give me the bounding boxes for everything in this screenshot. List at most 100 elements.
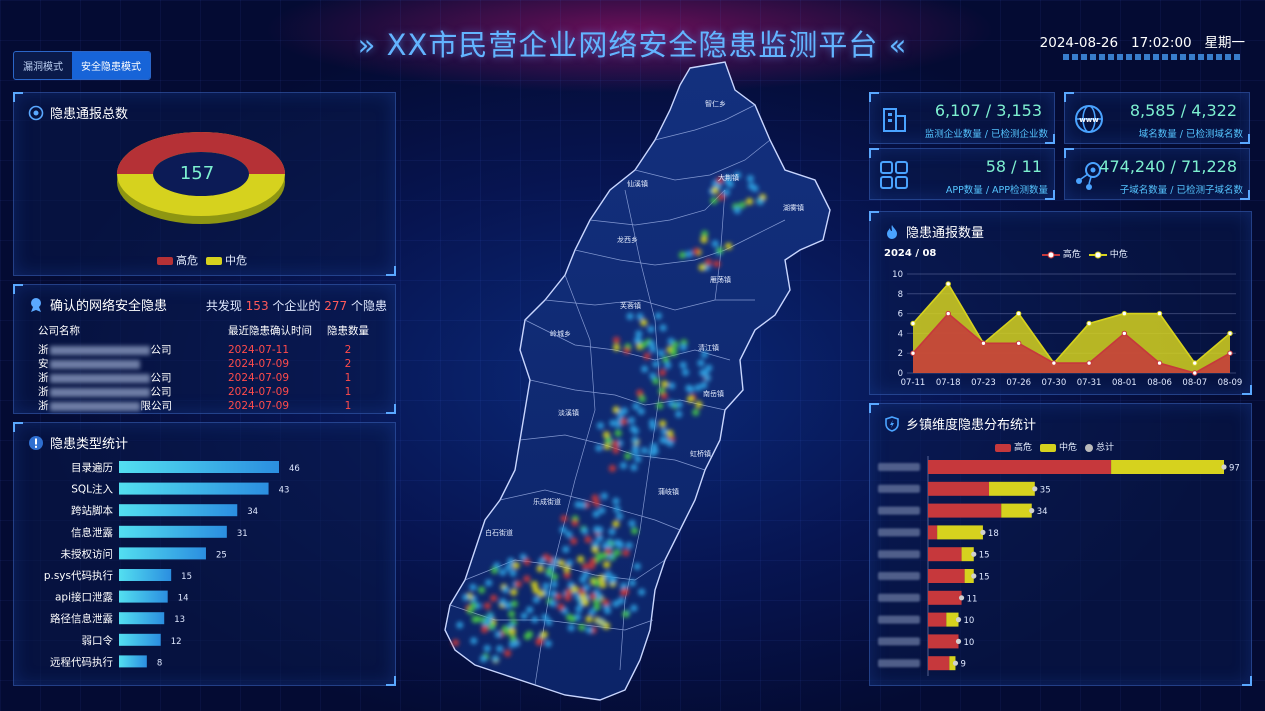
kpi-value: 6,107 / 3,153 [934, 101, 1042, 120]
map-hotspot [662, 355, 670, 364]
map-hotspot [636, 312, 644, 321]
map-hotspot [604, 436, 612, 445]
town-bar-high [928, 525, 938, 540]
series-point[interactable] [1192, 360, 1198, 366]
series-point[interactable] [1121, 330, 1128, 337]
donut-legend: 高危 中危 [157, 252, 247, 268]
legend-high: 高危 [157, 252, 198, 268]
town-label: 乐成街道 [533, 497, 561, 506]
series-point[interactable] [910, 320, 916, 327]
kpi-domains[interactable]: www 8,585 / 4,322 域名数量 / 已检测域名数 [1064, 92, 1250, 144]
map-hotspot [496, 645, 504, 653]
table-row[interactable]: 浙公司 2024-07-11 2 [38, 344, 352, 356]
series-point[interactable] [945, 310, 951, 317]
map-hotspot [557, 559, 565, 567]
table-row[interactable]: 浙公司 2024-07-09 1 [38, 372, 352, 384]
series-point[interactable] [980, 340, 987, 347]
map-hotspot [620, 417, 628, 426]
mode-vulnerability-tab[interactable]: 漏洞模式 [23, 62, 63, 73]
map-hotspot [612, 497, 620, 505]
map-hotspot [557, 603, 565, 611]
map-hotspot [612, 600, 620, 608]
map-hotspot [510, 588, 518, 596]
kpi-apps[interactable]: 58 / 11 APP数量 / APP检测数量 [869, 148, 1055, 200]
type-category-label: 目录遍历 [71, 461, 113, 474]
datetime-decoration [1063, 54, 1243, 60]
type-value-label: 12 [171, 637, 182, 647]
type-bar [119, 569, 172, 581]
mode-security-tab[interactable]: 安全隐患模式 [72, 52, 150, 79]
map-hotspots [451, 171, 767, 664]
series-point[interactable] [1086, 360, 1092, 366]
town-total-label: 9 [960, 660, 965, 670]
map-hotspot [701, 368, 709, 377]
map-hotspot [512, 639, 521, 647]
datetime: 2024-08-26 17:02:00 星期一 [1039, 35, 1245, 51]
table-row[interactable]: 安 2024-07-09 2 [38, 358, 352, 370]
series-point[interactable] [1121, 310, 1128, 317]
kpi-subdomains[interactable]: 474,240 / 71,228 子域名数量 / 已检测子域名数 [1064, 148, 1250, 200]
map-hotspot [509, 634, 517, 642]
map-hotspot [648, 449, 657, 457]
map-hotspot [716, 176, 724, 185]
series-point[interactable] [1086, 320, 1092, 327]
shield-icon [885, 415, 899, 432]
map-hotspot [704, 258, 713, 266]
series-point[interactable] [1227, 350, 1233, 356]
map-hotspot [602, 431, 611, 439]
map-hotspot [579, 576, 587, 584]
map-hotspot [631, 427, 640, 435]
town-label: 白石街道 [485, 528, 513, 537]
kpi-label: 域名数量 / 已检测域名数 [1138, 129, 1243, 140]
total-panel-title: 隐患通报总数 [28, 103, 128, 122]
series-area-0 [913, 313, 1230, 373]
map-hotspot [694, 384, 702, 392]
series-point[interactable] [1015, 340, 1022, 347]
map-hotspot [585, 626, 593, 634]
y-tick-label: 0 [898, 369, 903, 379]
y-tick-label: 8 [898, 290, 903, 300]
map-hotspot [609, 419, 617, 427]
map-hotspot [643, 352, 651, 360]
type-category-label: 信息泄露 [71, 526, 113, 539]
kpi-enterprises[interactable]: 6,107 / 3,153 监测企业数量 / 已检测企业数 [869, 92, 1055, 144]
town-total-marker [980, 529, 986, 535]
map-hotspot [675, 410, 683, 418]
map-hotspot [591, 494, 599, 502]
town-total-label: 10 [964, 616, 975, 626]
town-total-marker [1029, 508, 1035, 514]
map-hotspot [670, 347, 678, 355]
series-point[interactable] [1156, 360, 1163, 366]
town-bar-high [928, 656, 950, 671]
series-point[interactable] [1227, 330, 1233, 337]
table-row[interactable]: 浙限公司 2024-07-09 1 [38, 400, 352, 412]
series-point[interactable] [1156, 310, 1163, 317]
y-tick-label: 4 [898, 329, 903, 339]
town-total-marker [952, 660, 959, 666]
town-total-marker [971, 551, 977, 557]
town-total-label: 11 [967, 594, 978, 604]
map-hotspot [596, 534, 604, 542]
series-point[interactable] [1015, 310, 1022, 317]
map-hotspot [531, 615, 539, 624]
series-point[interactable] [945, 281, 951, 287]
map-hotspot [652, 360, 660, 368]
type-value-label: 31 [237, 529, 248, 539]
map-hotspot [469, 583, 477, 591]
town-category-label [878, 506, 920, 515]
series-point[interactable] [1192, 370, 1198, 376]
type-value-label: 15 [181, 572, 192, 582]
map-hotspot [631, 448, 640, 456]
map-hotspot [659, 420, 667, 428]
table-row[interactable]: 浙公司 2024-07-09 1 [38, 386, 352, 398]
map-hotspot [559, 526, 567, 534]
series-point[interactable] [1051, 360, 1057, 366]
x-tick-label: 07-26 [1006, 378, 1031, 388]
x-tick-label: 08-01 [1112, 378, 1137, 388]
map-hotspot [664, 361, 672, 369]
x-tick-label: 07-30 [1042, 378, 1067, 388]
series-point[interactable] [910, 350, 916, 356]
town-label: 仙溪镇 [627, 179, 648, 188]
x-tick-label: 07-23 [971, 378, 996, 388]
globe-www-icon: www [1075, 105, 1103, 133]
